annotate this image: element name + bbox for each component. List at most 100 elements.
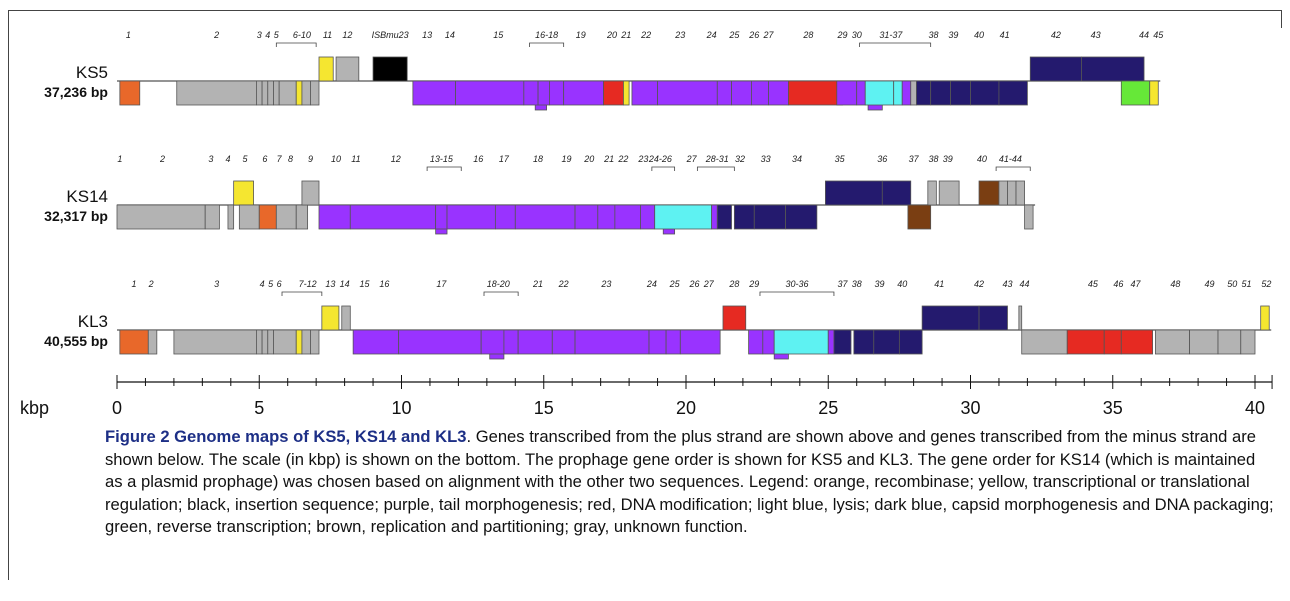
gene-group-bracket: [426, 166, 462, 171]
gene-gray: [1155, 329, 1190, 355]
gene-orange: [258, 204, 277, 230]
gene-label: 12: [391, 154, 401, 164]
gene-group-bracket: [275, 42, 317, 47]
gene-label: 8: [288, 154, 293, 164]
gene-label: 15: [493, 30, 504, 40]
gene-label: 4: [260, 279, 265, 289]
gene-label: 39: [943, 154, 953, 164]
gene-purple: [768, 80, 789, 106]
gene-purple: [751, 80, 769, 106]
gene-label: 24: [706, 30, 717, 40]
gene-label: 44: [1139, 30, 1149, 40]
gene-label: 30-36: [785, 279, 808, 289]
gene-label: 42: [1051, 30, 1061, 40]
gene-label: 18: [533, 154, 543, 164]
gene-label: 38: [852, 279, 862, 289]
gene-purple: [551, 329, 576, 355]
gene-gray: [204, 204, 220, 230]
genome-name: KL3: [78, 312, 108, 331]
gene-gray: [273, 80, 280, 106]
gene-label: 47: [1131, 279, 1142, 289]
gene-purple: [435, 204, 448, 230]
gene-label: 7-12: [299, 279, 317, 289]
gene-label: 20: [583, 154, 594, 164]
gene-label: 3: [214, 279, 219, 289]
gene-dark_blue: [733, 204, 755, 230]
gene-dark_blue: [930, 80, 951, 106]
genome-name: KS14: [66, 187, 108, 206]
gene-light_blue: [773, 329, 829, 355]
gene-label: 41: [934, 279, 944, 289]
gene-purple: [537, 80, 550, 106]
gene-purple: [856, 80, 866, 106]
gene-label: 23: [600, 279, 611, 289]
gene-label: 2: [213, 30, 219, 40]
gene-label: 42: [974, 279, 984, 289]
gene-label: 2: [159, 154, 165, 164]
gene-label: 21: [620, 30, 631, 40]
axis-tick-label: 10: [391, 398, 411, 418]
gene-purple: [762, 329, 775, 355]
gene-label: 36: [877, 154, 887, 164]
gene-purple: [679, 329, 721, 355]
gene-label: 26: [689, 279, 700, 289]
gene-gray: [256, 80, 263, 106]
gene-yellow: [318, 56, 334, 82]
gene-gray: [301, 329, 311, 355]
axis-tick-label: 25: [818, 398, 838, 418]
gene-purple: [503, 329, 519, 355]
gene-purple: [318, 204, 351, 230]
gene-label: 9: [308, 154, 313, 164]
gene-gray: [261, 329, 269, 355]
gene-label: 39: [948, 30, 958, 40]
gene-label: 27: [703, 279, 715, 289]
gene-purple: [597, 204, 616, 230]
gene-label: 40: [897, 279, 907, 289]
gene-purple: [549, 80, 565, 106]
gene-dark_blue: [916, 80, 932, 106]
gene-group-bracket: [696, 166, 735, 171]
gene-label: 28: [728, 279, 739, 289]
gene-label: 31-37: [879, 30, 903, 40]
axis-tick-label: 35: [1103, 398, 1123, 418]
gene-label: 4: [225, 154, 230, 164]
gene-gray: [116, 204, 206, 230]
gene-gray: [261, 80, 269, 106]
gene-label: 39: [874, 279, 884, 289]
gene-yellow: [295, 329, 303, 355]
gene-label: 27: [686, 154, 698, 164]
gene-label: 43: [1091, 30, 1101, 40]
gene-purple: [716, 80, 732, 106]
gene-label: 25: [728, 30, 740, 40]
gene-label: 13: [422, 30, 432, 40]
gene-gray: [301, 80, 311, 106]
genome-size: 37,236 bp: [44, 84, 108, 100]
frame-left-border: [8, 10, 9, 580]
gene-label: 25: [669, 279, 681, 289]
gene-red: [1066, 329, 1105, 355]
gene-purple: [731, 80, 752, 106]
gene-label: 40: [977, 154, 987, 164]
gene-dark_blue: [833, 329, 852, 355]
gene-gray: [227, 204, 235, 230]
gene-label: 16: [379, 279, 389, 289]
genome-size: 40,555 bp: [44, 333, 108, 349]
gene-green: [1120, 80, 1151, 106]
gene-yellow: [1149, 80, 1159, 106]
gene-yellow: [233, 180, 254, 206]
figure-caption: Figure 2 Genome maps of KS5, KS14 and KL…: [105, 426, 1275, 539]
axis-tick-label: 20: [676, 398, 696, 418]
gene-label: 37: [837, 279, 848, 289]
gene-purple: [665, 329, 681, 355]
gene-label: 1: [117, 154, 122, 164]
gene-label: 28: [802, 30, 813, 40]
gene-label: 11: [351, 154, 360, 164]
gene-gray: [910, 80, 917, 106]
gene-label: 17: [499, 154, 510, 164]
gene-purple: [455, 80, 525, 106]
gene-purple: [517, 329, 553, 355]
gene-purple: [352, 329, 400, 355]
gene-label: 7: [277, 154, 283, 164]
gene-dark_blue: [873, 329, 900, 355]
